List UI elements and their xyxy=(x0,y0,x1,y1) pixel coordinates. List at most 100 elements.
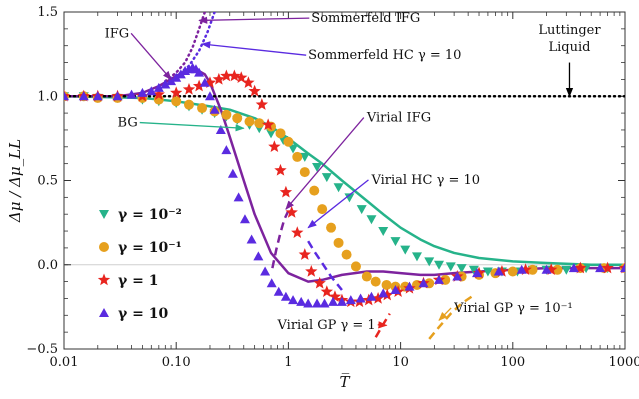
data-point xyxy=(345,295,356,305)
data-point xyxy=(266,278,277,288)
data-point xyxy=(390,285,401,295)
data-point xyxy=(235,71,248,83)
annotation-arrow xyxy=(201,41,307,56)
data-point xyxy=(254,118,265,129)
data-point xyxy=(146,86,157,96)
annotation-arrow xyxy=(307,179,369,229)
data-point xyxy=(126,89,137,99)
annotation-label: IFG xyxy=(105,26,130,41)
annotation-label: Sommerfeld HC γ = 10 xyxy=(308,48,461,63)
annotation-label: Virial GP γ = 1 xyxy=(277,318,376,333)
data-point xyxy=(370,276,381,287)
data-point xyxy=(321,173,332,183)
data-point xyxy=(381,288,394,301)
x-tick-label: 1 xyxy=(284,355,292,370)
data-point xyxy=(273,286,284,296)
annotation-label: Luttinger xyxy=(538,23,601,38)
data-point xyxy=(170,86,183,99)
y-axis-title: Δμ / Δμ_LL xyxy=(6,139,24,223)
x-axis-title: T̅ xyxy=(339,372,350,391)
data-point xyxy=(356,205,367,215)
data-point xyxy=(78,91,89,101)
series-virial-gp-01 xyxy=(428,294,475,340)
data-point xyxy=(212,72,226,85)
data-point xyxy=(260,266,271,276)
data-point xyxy=(288,144,299,154)
data-point xyxy=(152,88,165,100)
legend-entry: γ = 10 xyxy=(99,306,168,322)
data-point xyxy=(203,76,217,89)
data-point xyxy=(541,264,552,274)
data-point xyxy=(246,234,257,244)
data-point xyxy=(333,237,344,248)
data-point xyxy=(493,266,504,276)
data-point xyxy=(228,69,241,82)
data-point xyxy=(261,118,275,131)
annotation-label: Sommerfeld IFG xyxy=(311,11,420,26)
data-point xyxy=(411,252,422,262)
data-point xyxy=(303,298,314,308)
data-point xyxy=(283,136,294,147)
data-point xyxy=(390,237,401,247)
data-point xyxy=(328,296,339,306)
data-point xyxy=(568,263,579,273)
annotation-label: Virial IFG xyxy=(366,111,431,126)
legend-marker xyxy=(97,273,111,286)
data-point xyxy=(366,215,377,225)
annotation-label: Virial GP γ = 10⁻¹ xyxy=(453,301,573,316)
data-point xyxy=(527,264,538,275)
data-point xyxy=(220,69,233,82)
data-point xyxy=(317,204,328,215)
data-point xyxy=(209,104,220,114)
data-point xyxy=(171,72,182,82)
data-point xyxy=(253,251,264,261)
data-point xyxy=(194,67,205,77)
data-point xyxy=(233,192,244,202)
legend-marker xyxy=(99,308,109,317)
data-point xyxy=(378,227,389,237)
x-tick-label: 1000 xyxy=(608,355,639,370)
data-point xyxy=(378,288,389,298)
annotation-arrow xyxy=(130,32,172,81)
y-tick-label: 1.0 xyxy=(37,89,58,104)
data-point xyxy=(574,261,587,274)
data-point xyxy=(336,296,347,306)
data-point xyxy=(182,83,196,95)
data-point xyxy=(326,222,337,233)
data-point xyxy=(381,279,392,290)
data-point xyxy=(366,291,377,301)
y-tick-label: −0.5 xyxy=(26,342,58,357)
data-point xyxy=(312,163,323,173)
data-point xyxy=(545,263,558,276)
data-point xyxy=(350,261,361,272)
data-point xyxy=(298,248,311,260)
data-point xyxy=(404,281,415,291)
series-gamma01-points xyxy=(64,91,625,292)
data-point xyxy=(255,98,269,110)
x-tick-label: 0.01 xyxy=(50,355,79,370)
legend-marker xyxy=(99,242,109,252)
data-point xyxy=(468,265,479,275)
data-point xyxy=(92,91,103,101)
data-point xyxy=(275,128,286,139)
data-point xyxy=(519,263,532,276)
data-point xyxy=(285,206,298,218)
data-point xyxy=(361,271,372,282)
legend-entry: γ = 1 xyxy=(97,273,158,289)
data-point xyxy=(418,278,429,288)
data-point xyxy=(299,152,310,162)
data-point xyxy=(601,261,614,274)
data-point xyxy=(452,271,463,281)
series-sommerfeld-ifg xyxy=(164,12,207,83)
data-point xyxy=(137,87,148,97)
annotation-arrow xyxy=(285,117,365,210)
legend-label: γ = 10⁻² xyxy=(118,207,182,223)
data-point xyxy=(507,266,518,277)
y-tick-label: 1.5 xyxy=(37,5,58,20)
data-point xyxy=(299,167,310,178)
data-point xyxy=(171,96,182,107)
annotation-arrow xyxy=(198,16,310,24)
data-point xyxy=(204,91,215,101)
annotation-label: BG xyxy=(118,116,138,131)
